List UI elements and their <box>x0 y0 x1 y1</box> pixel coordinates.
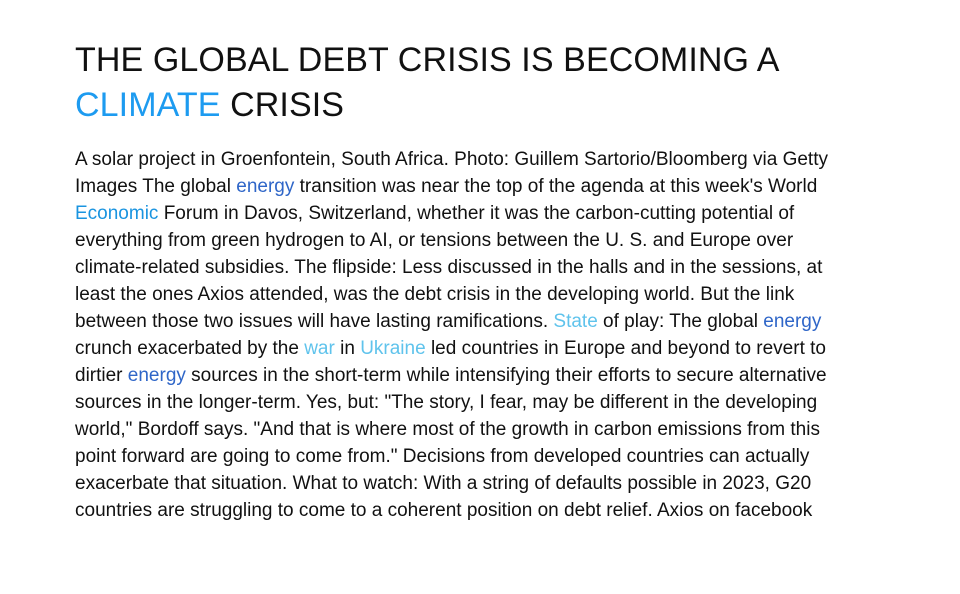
article-body: A solar project in Groenfontein, South A… <box>75 146 850 524</box>
body-text: crunch exacerbated by the <box>75 338 305 359</box>
link-economic[interactable]: Economic <box>75 203 159 224</box>
body-text: of play: The global <box>597 311 764 332</box>
title-text-end: CRISIS <box>220 86 345 124</box>
link-war[interactable]: war <box>304 338 335 359</box>
link-energy[interactable]: energy <box>763 311 822 332</box>
body-text: in <box>334 338 361 359</box>
link-ukraine[interactable]: Ukraine <box>360 338 426 359</box>
body-text: Forum in Davos, Switzerland, whether it … <box>75 203 823 332</box>
title-text-start: THE GLOBAL DEBT CRISIS IS BECOMING A <box>75 41 778 79</box>
title-highlight: CLIMATE <box>75 86 221 124</box>
body-text: led countries in Europe and beyond to re… <box>75 338 826 386</box>
link-energy[interactable]: energy <box>127 365 186 386</box>
link-state[interactable]: State <box>553 311 598 332</box>
body-text: sources in the short-term while intensif… <box>75 365 827 521</box>
link-energy[interactable]: energy <box>236 176 295 197</box>
article-title: THE GLOBAL DEBT CRISIS IS BECOMING A CLI… <box>75 38 875 128</box>
body-text: A solar project in Groenfontein, South A… <box>75 149 828 197</box>
body-text: transition was near the top of the agend… <box>294 176 818 197</box>
article: THE GLOBAL DEBT CRISIS IS BECOMING A CLI… <box>75 38 875 524</box>
